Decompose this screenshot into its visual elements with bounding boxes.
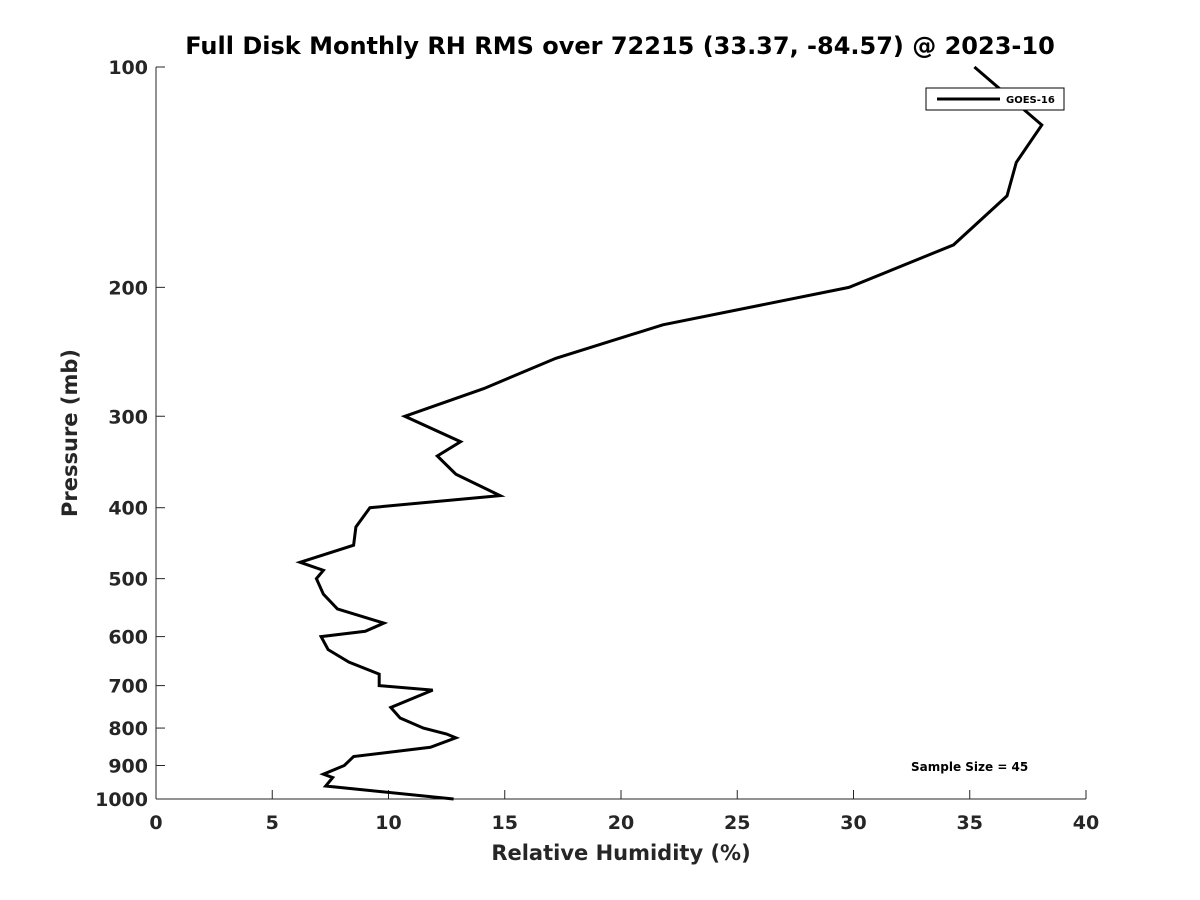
y-axis-label: Pressure (mb)	[58, 349, 82, 517]
x-tick-label: 10	[375, 812, 401, 834]
y-tick-label: 600	[108, 627, 148, 649]
series-layer	[295, 65, 1044, 801]
x-axis: 0 5 10 15 20 25 30 35 40	[149, 790, 1099, 834]
x-tick-label: 15	[492, 812, 518, 834]
y-tick-label: 300	[108, 406, 148, 428]
x-tick-label: 5	[266, 812, 279, 834]
x-tick-label: 0	[149, 812, 162, 834]
y-tick-label: 700	[108, 676, 148, 698]
y-tick-label: 1000	[95, 789, 148, 811]
x-tick-label: 30	[840, 812, 866, 834]
legend: GOES-16	[925, 87, 1065, 111]
x-axis-label: Relative Humidity (%)	[491, 841, 750, 865]
y-tick-label: 100	[108, 57, 148, 79]
y-axis: 100 200 300 400 500 600 700 800 900 1000	[95, 57, 165, 811]
series-line-goes-16	[295, 65, 1044, 801]
y-tick-label: 500	[108, 569, 148, 591]
legend-label-goes-16: GOES-16	[1006, 95, 1055, 106]
sample-size-annotation: Sample Size = 45	[911, 760, 1028, 774]
x-tick-label: 35	[957, 812, 983, 834]
x-tick-label: 40	[1073, 812, 1099, 834]
y-tick-label: 800	[108, 718, 148, 740]
chart-title: Full Disk Monthly RH RMS over 72215 (33.…	[185, 32, 1055, 60]
x-tick-label: 20	[608, 812, 634, 834]
y-tick-label: 400	[108, 498, 148, 520]
y-tick-label: 900	[108, 756, 148, 778]
y-tick-label: 200	[108, 277, 148, 299]
x-tick-label: 25	[724, 812, 750, 834]
